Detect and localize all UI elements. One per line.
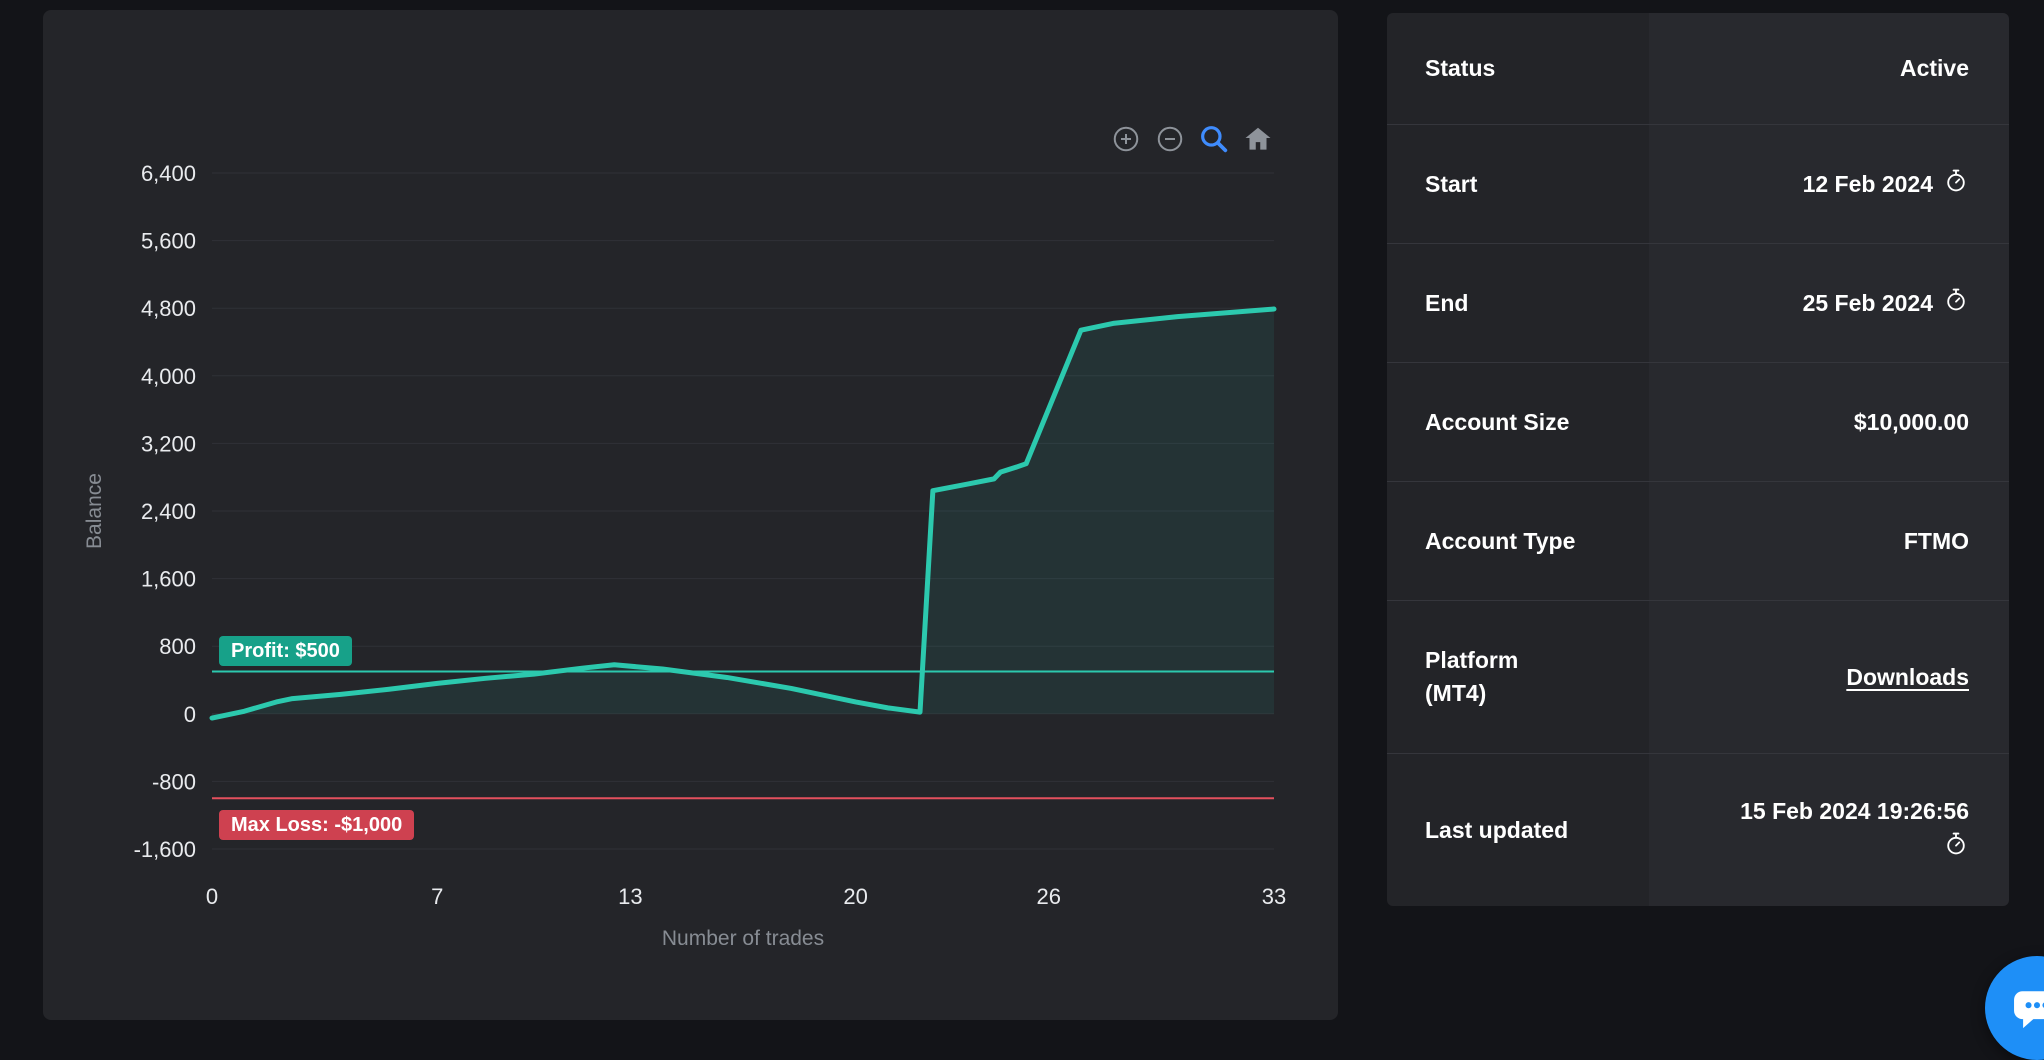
row-label: Last updated	[1425, 816, 1569, 843]
row-value: 25 Feb 2024	[1802, 289, 1933, 316]
table-row-end: End 25 Feb 2024	[1387, 244, 2009, 363]
balance-line-chart[interactable]: -1,600 -800 0 800 1,600 2,400 3,200 4,000 4,800 5…	[43, 10, 1338, 1020]
row-label: Status	[1425, 55, 1496, 81]
table-row-start: Start 12 Feb 2024	[1387, 125, 2009, 244]
chat-bubble-icon	[2008, 978, 2044, 1039]
row-label: Account Type	[1425, 527, 1576, 554]
svg-text:2,400: 2,400	[141, 499, 196, 524]
y-axis-title: Balance	[83, 473, 106, 549]
zoom-select-button[interactable]	[1198, 124, 1230, 156]
row-label: Start	[1425, 170, 1478, 197]
svg-text:7: 7	[431, 884, 443, 909]
row-label: Platform	[1425, 646, 1519, 673]
stopwatch-icon	[1943, 831, 1969, 863]
table-row-account-size: Account Size $10,000.00	[1387, 363, 2009, 482]
zoom-in-button[interactable]	[1110, 124, 1142, 156]
row-value: 12 Feb 2024	[1802, 170, 1933, 197]
balance-chart-card: -1,600 -800 0 800 1,600 2,400 3,200 4,000 4,800 5…	[43, 10, 1338, 1020]
row-sublabel: (MT4)	[1425, 680, 1487, 706]
row-label: End	[1425, 289, 1469, 316]
home-icon	[1243, 124, 1273, 157]
table-row-platform: Platform (MT4) Downloads	[1387, 601, 2009, 754]
row-value: 15 Feb 2024 19:26:56	[1740, 797, 1969, 824]
profit-target-badge: Profit: $500	[219, 635, 352, 666]
svg-text:4,800: 4,800	[141, 296, 196, 321]
row-value: $10,000.00	[1853, 408, 1969, 435]
svg-text:-1,600: -1,600	[134, 837, 196, 862]
row-value: FTMO	[1903, 527, 1969, 554]
svg-text:26: 26	[1036, 884, 1060, 909]
svg-text:800: 800	[159, 634, 196, 659]
table-row-last-updated: Last updated 15 Feb 2024 19:26:56	[1387, 754, 2009, 906]
zoom-out-button[interactable]	[1154, 124, 1186, 156]
x-axis-title: Number of trades	[661, 927, 825, 950]
max-loss-badge: Max Loss: -$1,000	[219, 810, 415, 841]
svg-text:0: 0	[206, 884, 218, 909]
row-label: Account Size	[1425, 408, 1570, 435]
zoom-out-icon	[1155, 124, 1185, 157]
svg-text:13: 13	[618, 884, 642, 909]
svg-text:33: 33	[1262, 884, 1286, 909]
stopwatch-icon	[1943, 168, 1969, 200]
svg-text:-800: -800	[152, 769, 196, 794]
svg-text:20: 20	[843, 884, 867, 909]
chat-launcher-button[interactable]	[1985, 956, 2044, 1060]
reset-axes-button[interactable]	[1242, 124, 1274, 156]
svg-text:3,200: 3,200	[141, 431, 196, 456]
zoom-in-icon	[1111, 124, 1141, 157]
stopwatch-icon	[1943, 287, 1969, 319]
magnifier-icon	[1198, 123, 1230, 158]
chart-toolbar	[1110, 124, 1274, 156]
account-details-card: Status Active Start 12 Feb 2024	[1387, 13, 2009, 906]
downloads-link[interactable]: Downloads	[1846, 663, 1969, 690]
status-badge: Active	[1899, 55, 1969, 81]
table-row-status: Status Active	[1387, 13, 2009, 125]
svg-text:5,600: 5,600	[141, 229, 196, 254]
table-row-account-type: Account Type FTMO	[1387, 482, 2009, 601]
svg-text:6,400: 6,400	[141, 161, 196, 186]
svg-text:4,000: 4,000	[141, 364, 196, 389]
svg-text:1,600: 1,600	[141, 567, 196, 592]
svg-text:0: 0	[184, 702, 196, 727]
